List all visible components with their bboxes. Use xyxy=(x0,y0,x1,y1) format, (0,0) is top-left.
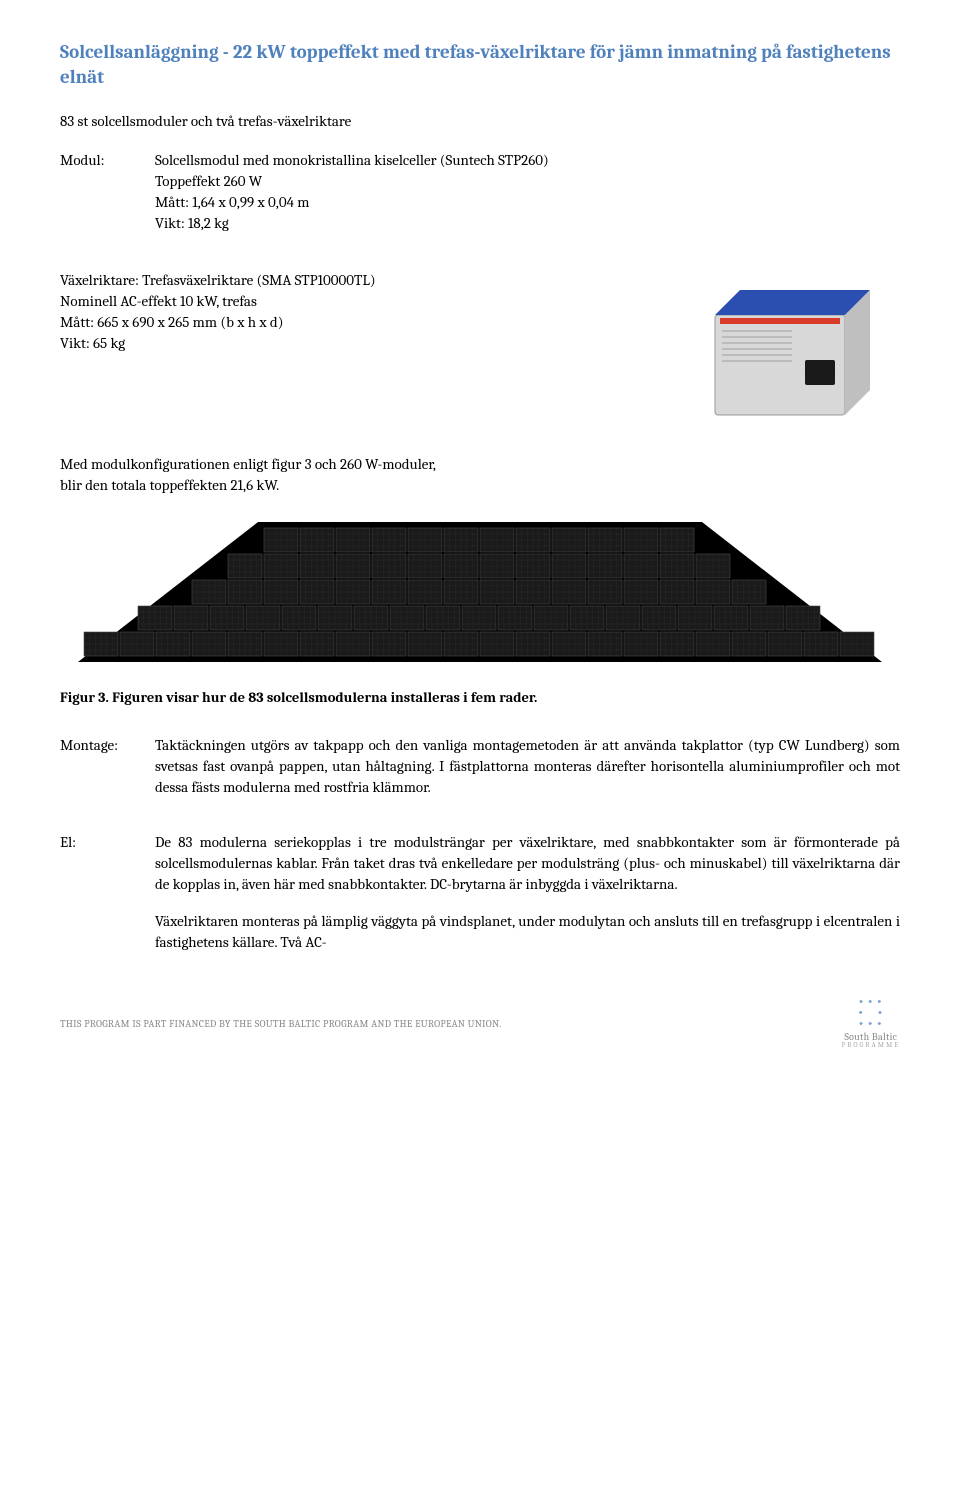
inverter-line3: Mått: 665 x 690 x 265 mm (b x h x d) xyxy=(60,312,630,333)
montage-text: Taktäckningen utgörs av takpapp och den … xyxy=(155,735,900,798)
footer-logo: * * ** ** * * South Baltic PROGRAMME xyxy=(842,999,900,1049)
footer: THIS PROGRAM IS PART FINANCED BY THE SOU… xyxy=(60,999,900,1049)
footer-logo-line2: PROGRAMME xyxy=(842,1042,900,1049)
module-line4: Vikt: 18,2 kg xyxy=(155,213,900,234)
el-definition: El: De 83 modulerna seriekopplas i tre m… xyxy=(60,832,900,969)
inverter-section: Växelriktare: Trefasväxelriktare (SMA ST… xyxy=(60,270,900,430)
subtitle: 83 st solcellsmoduler och två trefas-väx… xyxy=(60,111,900,132)
figure-caption: Figur 3. Figuren visar hur de 83 solcell… xyxy=(60,688,900,708)
footer-text: THIS PROGRAM IS PART FINANCED BY THE SOU… xyxy=(60,1017,502,1031)
el-label: El: xyxy=(60,832,155,853)
inverter-image xyxy=(670,270,900,430)
module-body: Solcellsmodul med monokristallina kiselc… xyxy=(155,150,900,234)
inverter-text: Växelriktare: Trefasväxelriktare (SMA ST… xyxy=(60,270,630,354)
page-title: Solcellsanläggning - 22 kW toppeffekt me… xyxy=(60,40,900,89)
module-line2: Toppeffekt 260 W xyxy=(155,171,900,192)
module-line3: Mått: 1,64 x 0,99 x 0,04 m xyxy=(155,192,900,213)
config-paragraph: Med modulkonfigurationen enligt figur 3 … xyxy=(60,454,440,496)
el-p1: De 83 modulerna seriekopplas i tre modul… xyxy=(155,832,900,895)
el-p2: Växelriktaren monteras på lämplig väggyt… xyxy=(155,911,900,953)
module-line1: Solcellsmodul med monokristallina kiselc… xyxy=(155,150,900,171)
montage-definition: Montage: Taktäckningen utgörs av takpapp… xyxy=(60,735,900,814)
inverter-line2: Nominell AC-effekt 10 kW, trefas xyxy=(60,291,630,312)
montage-label: Montage: xyxy=(60,735,155,756)
el-body: De 83 modulerna seriekopplas i tre modul… xyxy=(155,832,900,969)
module-label: Modul: xyxy=(60,150,155,171)
inverter-line1: Växelriktare: Trefasväxelriktare (SMA ST… xyxy=(60,270,630,291)
panel-figure xyxy=(60,514,900,680)
montage-body: Taktäckningen utgörs av takpapp och den … xyxy=(155,735,900,814)
eu-stars-icon: * * ** ** * * xyxy=(842,999,900,1032)
inverter-line4: Vikt: 65 kg xyxy=(60,333,630,354)
module-definition: Modul: Solcellsmodul med monokristallina… xyxy=(60,150,900,234)
